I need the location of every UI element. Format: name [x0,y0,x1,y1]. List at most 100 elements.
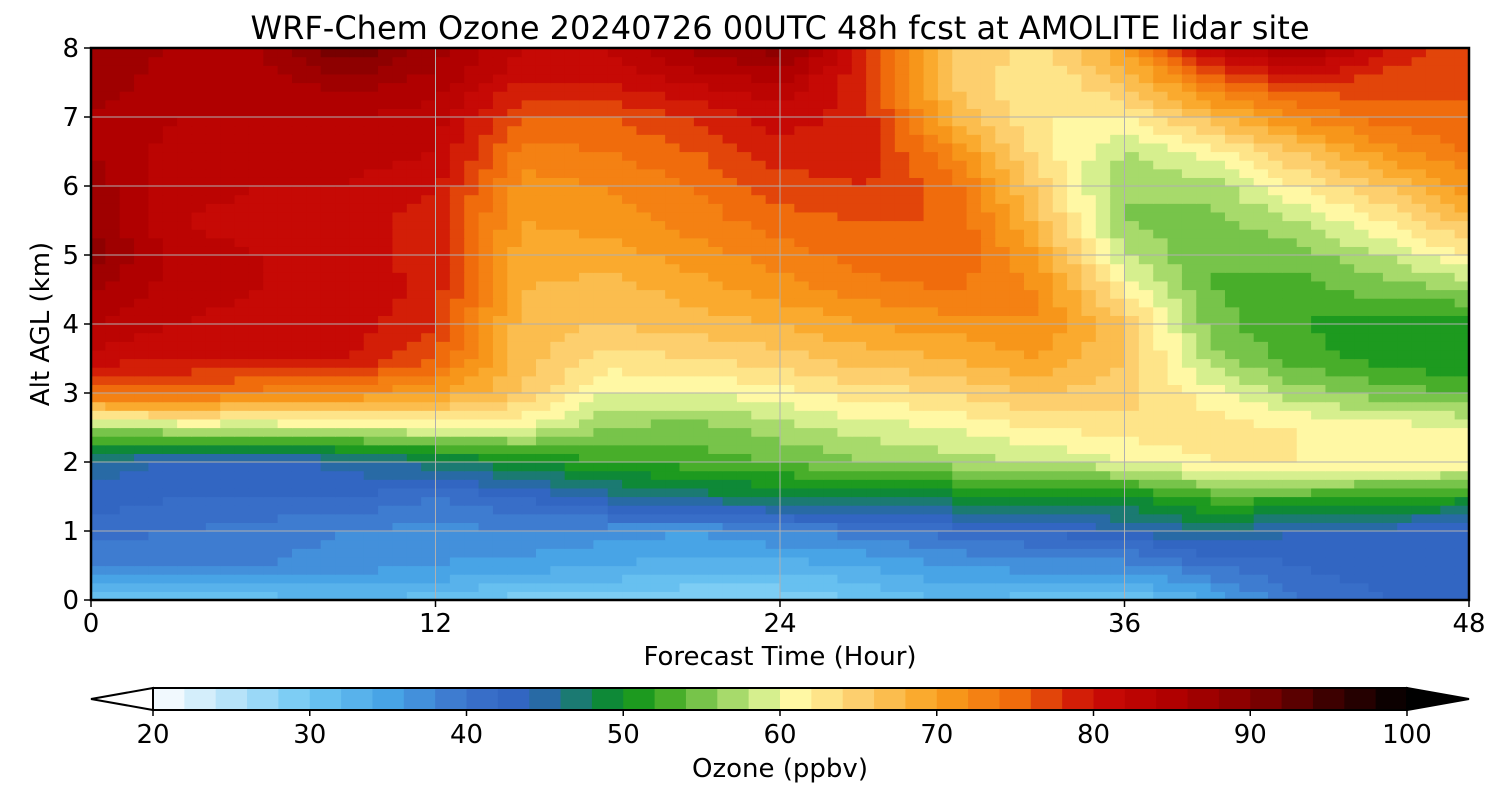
ozone-cell [751,237,767,247]
ozone-cell [392,384,408,394]
ozone-cell [550,168,566,178]
ozone-cell [593,384,609,394]
ozone-cell [148,505,164,515]
ozone-cell [1239,531,1255,541]
ozone-cell [894,505,910,515]
ozone-cell [1354,306,1370,316]
ozone-cell [1296,263,1312,273]
ozone-cell [808,341,824,351]
ozone-cell [1411,505,1427,515]
ozone-cell [1325,306,1341,316]
ozone-cell [894,470,910,480]
ozone-cell [1440,315,1456,325]
ozone-cell [851,186,867,196]
ozone-cell [535,211,551,222]
ozone-cell [406,539,422,549]
ozone-cell [952,574,968,584]
ozone-cell [464,280,480,291]
ozone-cell [851,496,867,506]
ozone-cell [378,513,394,523]
ozone-cell [1110,177,1126,187]
ozone-cell [751,332,767,342]
ozone-cell [1425,462,1441,472]
ozone-cell [1009,315,1025,325]
ozone-cell [937,229,953,239]
ozone-cell [1224,401,1240,411]
ozone-cell [650,315,666,325]
ozone-cell [550,393,566,403]
ozone-cell [1009,487,1025,498]
ozone-cell [435,341,451,351]
ozone-cell [1397,505,1413,515]
ozone-cell [378,211,394,222]
ozone-cell [478,401,494,411]
ozone-cell [220,229,236,239]
ozone-cell [1325,453,1341,463]
ozone-cell [320,427,336,437]
ozone-cell [1239,186,1255,196]
ozone-cell [650,487,666,498]
ozone-cell [1411,548,1427,558]
ozone-cell [866,418,882,429]
ozone-cell [335,410,350,420]
ozone-cell [1067,565,1083,575]
ozone-cell [1153,384,1169,394]
ozone-cell [1038,168,1054,178]
ozone-cell [1425,591,1441,601]
ozone-cell [1411,194,1427,204]
ozone-cell [1124,298,1140,308]
ozone-cell [966,324,982,334]
ozone-cell [363,332,379,342]
ozone-cell [1038,522,1054,532]
ozone-cell [1095,462,1111,472]
ozone-cell [1425,453,1441,463]
ozone-cell [1325,151,1341,161]
ozone-cell [277,556,293,567]
ozone-cell [1268,280,1283,291]
ozone-cell [1325,324,1341,334]
ozone-cell [736,306,752,316]
ozone-cell [952,522,968,532]
ozone-cell [1009,410,1025,420]
ozone-cell [1311,255,1327,265]
ozone-cell [191,177,207,187]
ozone-cell [1081,194,1097,204]
ozone-cell [650,272,666,282]
ozone-cell [1282,280,1298,291]
ozone-cell [521,384,537,394]
ozone-cell [1411,246,1427,256]
ozone-cell [1239,591,1255,601]
ozone-cell [1167,263,1183,273]
ozone-cell [636,151,652,161]
ozone-cell [679,513,695,523]
ozone-cell [1239,427,1255,437]
ozone-cell [1167,332,1183,342]
ozone-cell [291,332,307,342]
ozone-cell [148,548,164,558]
ozone-cell [1454,341,1470,351]
ozone-cell [550,306,566,316]
ozone-cell [134,151,150,161]
ozone-cell [205,548,221,558]
ozone-cell [550,220,566,230]
ozone-cell [665,298,681,308]
ozone-cell [1368,496,1384,506]
ozone-cell [780,289,795,299]
ozone-cell [234,539,250,549]
ozone-cell [1196,315,1212,325]
ozone-cell [220,453,236,463]
ozone-cell [1440,289,1456,299]
ozone-cell [91,462,106,472]
ozone-cell [406,289,422,299]
ozone-cell [392,194,408,204]
ozone-cell [1325,556,1341,567]
ozone-cell [650,298,666,308]
ozone-cell [966,298,982,308]
ozone-cell [1325,211,1341,222]
ozone-cell [1454,591,1470,601]
ozone-cell [636,332,652,342]
ozone-cell [866,453,882,463]
ozone-cell [952,410,968,420]
ozone-cell [837,272,853,282]
ozone-cell [894,315,910,325]
